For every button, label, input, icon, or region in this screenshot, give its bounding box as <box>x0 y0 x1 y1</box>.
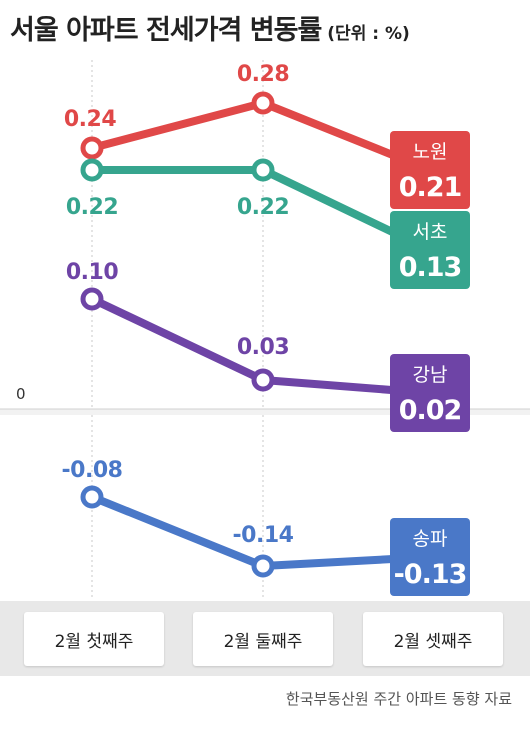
data-point-3-1 <box>251 554 275 578</box>
series-name-label-2: 강남 <box>413 364 448 386</box>
unit-label: (단위 : %) <box>327 24 410 44</box>
data-point-3-0 <box>80 485 104 509</box>
series-name-label-1: 서초 <box>413 221 448 243</box>
end-box-2 <box>390 354 470 432</box>
data-label-2-1: 0.03 <box>237 335 289 360</box>
data-label-1-1: 0.22 <box>237 195 289 220</box>
data-point-1-1 <box>251 158 275 182</box>
data-point-2-1 <box>251 368 275 392</box>
series-name-label-0: 노원 <box>413 141 448 163</box>
chart-title: 서울 아파트 전세가격 변동률 (단위 : %) <box>10 15 410 46</box>
end-value-label-3: -0.13 <box>394 559 467 590</box>
x-tick-label-week1: 2월 첫째주 <box>24 612 164 666</box>
x-tick-label-week3: 2월 셋째주 <box>363 612 503 666</box>
data-point-0-0 <box>80 136 104 160</box>
zero-label: 0 <box>16 385 26 403</box>
source-note: 한국부동산원 주간 아파트 동향 자료 <box>285 690 512 708</box>
end-value-label-1: 0.13 <box>399 252 462 283</box>
data-label-3-0: -0.08 <box>62 458 123 483</box>
data-point-2-0 <box>80 287 104 311</box>
data-label-0-1: 0.28 <box>237 62 289 87</box>
x-tick-label-week2: 2월 둘째주 <box>193 612 333 666</box>
series-name-label-3: 송파 <box>413 528 448 550</box>
data-label-0-0: 0.24 <box>64 107 116 132</box>
data-label-3-1: -0.14 <box>233 523 294 548</box>
end-box-0 <box>390 131 470 209</box>
zero-band <box>0 409 530 415</box>
end-box-1 <box>390 211 470 289</box>
end-box-3 <box>390 518 470 596</box>
data-label-2-0: 0.10 <box>66 260 118 285</box>
data-point-0-1 <box>251 91 275 115</box>
end-value-label-2: 0.02 <box>399 395 462 426</box>
end-value-label-0: 0.21 <box>399 172 462 203</box>
data-point-1-0 <box>80 158 104 182</box>
data-label-1-0: 0.22 <box>66 195 118 220</box>
